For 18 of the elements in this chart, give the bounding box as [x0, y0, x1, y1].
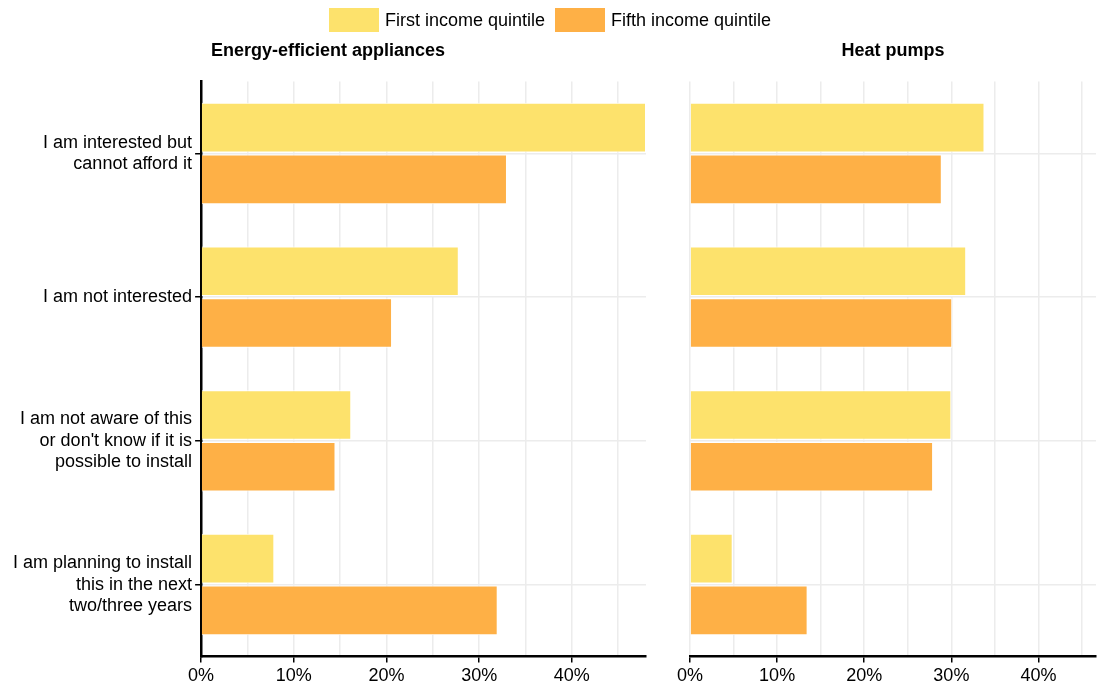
x-tick-label: 20%	[368, 665, 405, 686]
y-tick-label: I am not aware of this or don't know if it is possible to install	[20, 408, 193, 472]
y-tick-label: I am planning to install this in the next two/three years	[12, 551, 193, 616]
x-tick-label: 30%	[461, 665, 498, 686]
x-tick-label: 20%	[846, 665, 883, 686]
legend-label: First income quintile	[384, 9, 545, 31]
x-tick-label: 40%	[553, 665, 590, 686]
x-tick-label: 0%	[188, 665, 215, 686]
x-tick-label: 30%	[933, 665, 970, 686]
y-tick-label: I am not interested	[43, 286, 193, 307]
y-tick-label: I am interested but cannot afford it	[43, 131, 193, 174]
x-tick-label: 0%	[676, 665, 704, 686]
x-tick-label: 10%	[275, 665, 312, 686]
legend-label: Fifth income quintile	[610, 9, 772, 31]
chart-title: Energy-efficient appliances	[210, 39, 446, 60]
x-tick-label: 40%	[1020, 665, 1057, 686]
chart-title: Heat pumps	[841, 39, 945, 60]
x-tick-label: 10%	[759, 665, 796, 686]
